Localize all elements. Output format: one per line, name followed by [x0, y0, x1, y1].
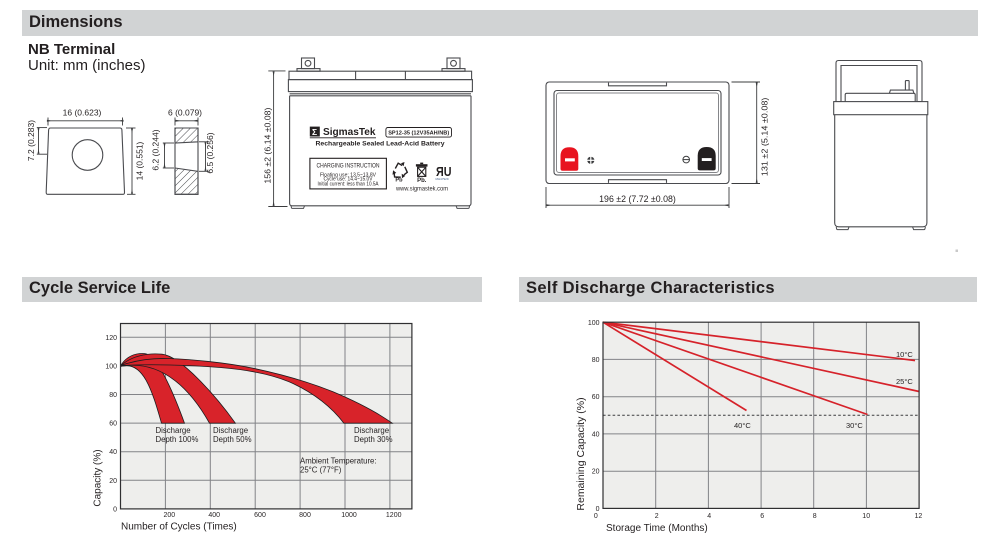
svg-text:Floating use: 13.5~13.8V: Floating use: 13.5~13.8V — [320, 172, 376, 178]
svg-text:131 ±2 (5.14 ±0.08): 131 ±2 (5.14 ±0.08) — [760, 97, 769, 176]
svg-text:Pb.: Pb. — [417, 178, 427, 184]
svg-text:25°C: 25°C — [896, 377, 913, 386]
svg-text:600: 600 — [254, 512, 266, 519]
svg-text:16 (0.623): 16 (0.623) — [63, 108, 102, 118]
svg-text:Rechargeable Sealed Lead-Acid: Rechargeable Sealed Lead-Acid Battery — [316, 140, 445, 147]
svg-text:1200: 1200 — [386, 512, 402, 519]
svg-text:0: 0 — [113, 506, 117, 513]
svg-text:Capacity (%): Capacity (%) — [93, 449, 104, 506]
svg-text:Pb: Pb — [395, 178, 403, 184]
svg-text:100: 100 — [105, 363, 117, 370]
svg-text:6.2 (0.244): 6.2 (0.244) — [151, 129, 161, 170]
svg-text:Depth 30%: Depth 30% — [354, 435, 393, 444]
svg-text:0: 0 — [594, 513, 598, 520]
svg-text:40: 40 — [592, 431, 600, 438]
svg-text:Cycle use: 14.4~15.0V: Cycle use: 14.4~15.0V — [324, 177, 373, 183]
svg-text:40: 40 — [109, 449, 117, 456]
svg-text:6.5 (0.256): 6.5 (0.256) — [205, 132, 215, 173]
svg-text:100: 100 — [588, 320, 600, 327]
svg-text:12: 12 — [915, 513, 923, 520]
svg-text:4: 4 — [707, 513, 711, 520]
svg-text:SigmasTek: SigmasTek — [323, 126, 376, 138]
svg-text:MH47929: MH47929 — [436, 177, 449, 181]
svg-text:156 ±2 (6.14 ±0.08): 156 ±2 (6.14 ±0.08) — [263, 107, 272, 183]
svg-text:Initial current: less than 10.: Initial current: less than 10.5A — [318, 181, 379, 187]
svg-text:Remaining Capacity (%): Remaining Capacity (%) — [575, 397, 587, 510]
svg-text:60: 60 — [592, 394, 600, 401]
svg-text:Number of Cycles (Times): Number of Cycles (Times) — [121, 522, 237, 533]
svg-text:Discharge: Discharge — [156, 426, 191, 435]
svg-text:20: 20 — [592, 469, 600, 476]
svg-text:120: 120 — [105, 335, 117, 342]
svg-text:Storage Time (Months): Storage Time (Months) — [606, 523, 708, 534]
svg-text:www.sigmastek.com: www.sigmastek.com — [395, 187, 448, 193]
svg-text:20: 20 — [109, 478, 117, 485]
svg-text:CHARGING INSTRUCTION: CHARGING INSTRUCTION — [317, 164, 380, 170]
svg-text:Discharge: Discharge — [354, 426, 389, 435]
svg-text:Discharge: Discharge — [213, 426, 248, 435]
svg-text:25°C (77°F): 25°C (77°F) — [300, 466, 342, 475]
svg-text:1000: 1000 — [341, 512, 357, 519]
svg-text:80: 80 — [592, 357, 600, 364]
svg-text:200: 200 — [163, 512, 175, 519]
svg-text:196 ±2 (7.72 ±0.08): 196 ±2 (7.72 ±0.08) — [599, 194, 676, 204]
svg-text:400: 400 — [208, 512, 220, 519]
svg-text:SP12-35 (12V35AH/NB): SP12-35 (12V35AH/NB) — [388, 131, 449, 137]
svg-text:6 (0.079): 6 (0.079) — [168, 108, 202, 118]
svg-text:ЯU: ЯU — [436, 164, 452, 179]
svg-text:8: 8 — [813, 513, 817, 520]
svg-text:Σ: Σ — [312, 127, 317, 137]
svg-text:Depth 100%: Depth 100% — [156, 435, 199, 444]
svg-text:0: 0 — [596, 506, 600, 513]
svg-text:30°C: 30°C — [846, 421, 863, 430]
svg-text:800: 800 — [299, 512, 311, 519]
svg-text:10°C: 10°C — [896, 350, 913, 359]
svg-text:6: 6 — [760, 513, 764, 520]
svg-text:60: 60 — [109, 421, 117, 428]
svg-text:40°C: 40°C — [734, 421, 751, 430]
svg-text:80: 80 — [109, 392, 117, 399]
svg-text:7.2 (0.283): 7.2 (0.283) — [26, 120, 36, 161]
svg-text:10: 10 — [862, 513, 870, 520]
svg-text:Depth 50%: Depth 50% — [213, 435, 252, 444]
svg-text:14 (0.551): 14 (0.551) — [135, 141, 145, 180]
svg-text:Ambient Temperature:: Ambient Temperature: — [300, 457, 377, 466]
svg-text:2: 2 — [655, 513, 659, 520]
